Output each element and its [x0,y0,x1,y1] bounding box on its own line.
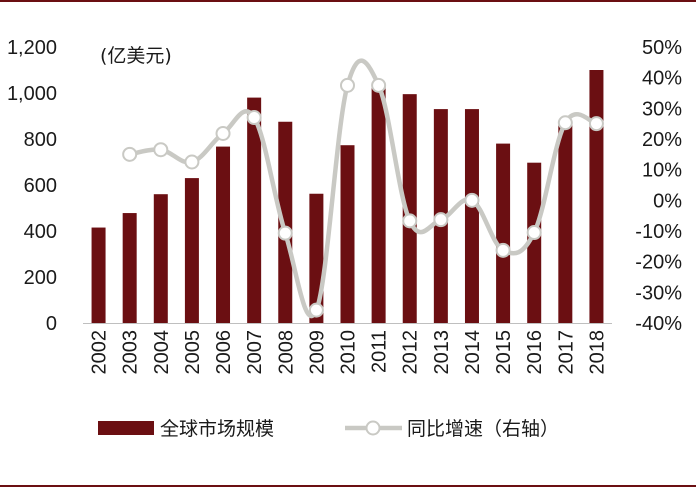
growth-point-2017 [557,115,573,131]
growth-line-series [122,58,604,319]
left-axis: 0 200 400 600 800 1,000 1,200 [7,37,57,335]
growth-point-2005 [184,154,200,170]
right-tick-label: 20% [642,129,682,151]
x-axis: 2002 2003 2004 2005 2006 2007 2008 2009 2010 2011… [83,323,612,375]
bar-2004 [153,194,168,323]
unit-label: (亿美元) [100,45,172,67]
legend: 全球市场规模 同比增速（右轴） [98,418,559,440]
legend-bar-label: 全球市场规模 [160,418,274,440]
bar-2007 [247,97,262,323]
growth-point-2014 [464,192,480,208]
left-tick-label: 800 [24,129,57,151]
x-tick-label: 2014 [462,330,484,375]
bar-2005 [184,178,199,323]
bar-2014 [464,109,479,323]
legend-line-marker [365,420,381,436]
growth-point-2011 [371,77,387,93]
growth-point-2012 [402,213,418,229]
left-tick-label: 1,000 [7,83,57,105]
growth-point-2006 [215,125,231,141]
growth-point-2003 [122,146,138,162]
growth-point-2004 [153,142,169,158]
growth-point-2015 [495,242,511,258]
left-tick-label: 0 [46,313,57,335]
x-tick-label: 2018 [586,330,608,375]
right-axis: -40% -30% -20% -10% 0% 10% 20% 30% 40% 50% [635,37,682,335]
growth-point-2010 [340,77,355,93]
growth-point-2016 [526,225,542,241]
x-tick-label: 2011 [369,330,391,373]
right-tick-label: -40% [635,313,682,335]
right-tick-label: 40% [642,68,682,90]
left-tick-label: 600 [24,175,57,197]
x-tick-label: 2015 [493,330,515,375]
growth-point-2007 [246,110,262,126]
bar-2008 [278,121,293,323]
right-tick-label: 10% [642,160,682,182]
right-tick-label: 0% [653,190,682,212]
right-tick-label: -20% [635,252,682,274]
growth-point-2008 [277,225,293,241]
x-tick-label: 2017 [555,330,577,375]
growth-point-2018 [588,116,604,132]
x-tick-label: 2016 [524,330,546,375]
bar-2015 [496,143,511,323]
right-tick-label: -30% [635,282,682,304]
bar-2016 [527,162,542,323]
right-tick-label: 50% [642,37,682,59]
bar-2012 [402,94,417,324]
x-tick-label: 2010 [338,330,360,375]
legend-line-label: 同比增速（右轴） [407,418,559,440]
x-tick-label: 2002 [89,330,111,375]
top-border [0,0,696,2]
growth-point-2013 [433,212,449,228]
bottom-border [0,485,696,487]
bar-2018 [589,70,604,323]
bar-2003 [122,213,137,323]
x-tick-label: 2009 [306,330,328,375]
right-tick-label: 30% [642,98,682,120]
left-tick-label: 1,200 [7,37,57,59]
x-tick-label: 2007 [244,330,266,375]
right-tick-label: -10% [635,221,682,243]
x-tick-label: 2012 [400,330,422,375]
left-tick-label: 200 [24,267,57,289]
x-tick-label: 2005 [182,330,204,375]
bar-2010 [340,145,355,323]
growth-point-2009 [308,302,324,318]
bar-2006 [216,146,231,323]
x-tick-label: 2003 [120,330,142,375]
bar-2011 [371,83,386,323]
x-tick-label: 2004 [151,330,173,375]
x-tick-label: 2013 [431,330,453,375]
legend-bar-swatch [98,421,154,435]
x-tick-label: 2008 [275,330,297,375]
left-tick-label: 400 [24,221,57,243]
bar-2017 [558,125,573,323]
growth-line [129,58,598,319]
bar-series [91,70,604,324]
x-tick-label: 2006 [213,330,235,375]
bar-2002 [91,227,106,323]
